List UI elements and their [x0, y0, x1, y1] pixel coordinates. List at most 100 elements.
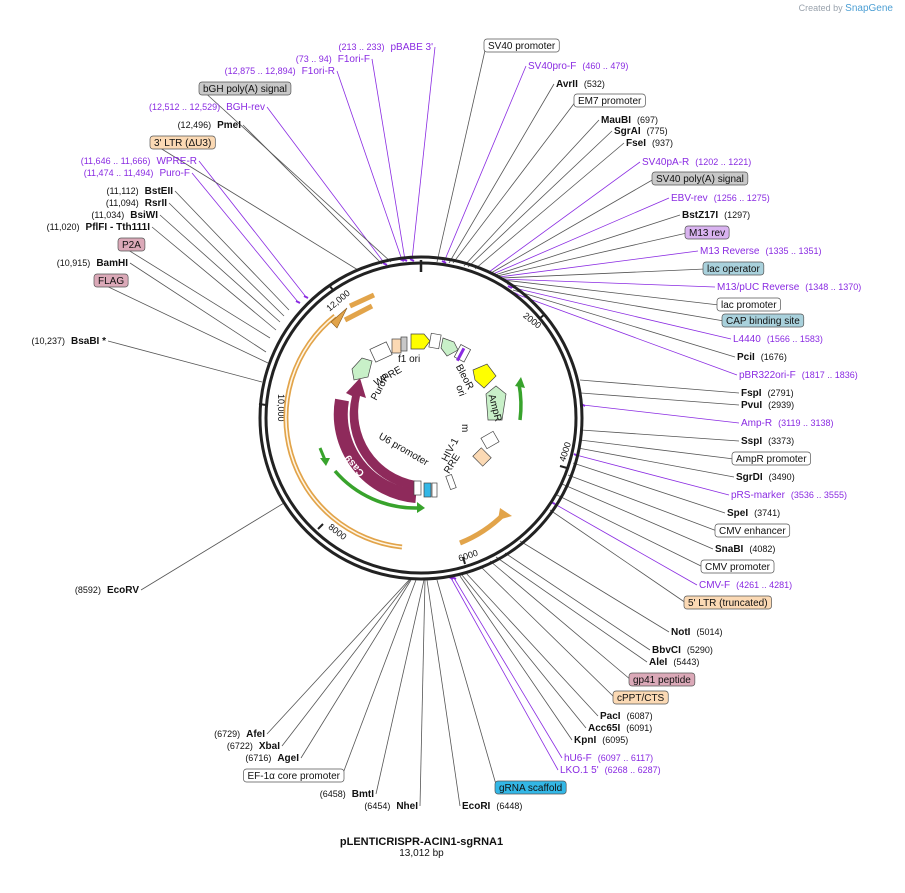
label-position-f1ori-r: (12,875 .. 12,894) [225, 66, 296, 76]
label-sv40-poly-a-signal[interactable]: SV40 poly(A) signal [651, 171, 749, 186]
leader-sv40-promoter [436, 45, 487, 263]
label-m13-reverse[interactable]: M13 Reverse (1335 .. 1351) [700, 246, 822, 257]
label-avrii[interactable]: AvrII (532) [556, 79, 605, 90]
label-prs-marker[interactable]: pRS-marker (3536 .. 3555) [731, 490, 847, 501]
label-position-amp-r: (3119 .. 3138) [778, 418, 833, 428]
label-position-noti: (5014) [696, 627, 722, 637]
label-bsiwi[interactable]: BsiWI (11,034) [91, 210, 158, 221]
label-name-m13-reverse: M13 Reverse [700, 246, 760, 257]
label-sspi[interactable]: SspI (3373) [741, 436, 794, 447]
label-position-fsei: (937) [652, 138, 673, 148]
label-ampr-promoter[interactable]: AmpR promoter [731, 451, 811, 466]
label-bsabi[interactable]: BsaBI * (10,237) [31, 336, 106, 347]
leader-spei [572, 462, 726, 514]
label-cmv-f[interactable]: CMV-F (4261 .. 4281) [699, 580, 792, 591]
label-bmti[interactable]: BmtI (6458) [320, 789, 374, 800]
label-pbr322ori-f[interactable]: pBR322ori-F (1817 .. 1836) [739, 370, 858, 381]
label-puro-f[interactable]: Puro-F (11,474 .. 11,494) [84, 168, 190, 179]
label-5-ltr-truncated[interactable]: 5' LTR (truncated) [683, 595, 772, 610]
label-name-ef-1-core-promoter: EF-1α core promoter [248, 771, 341, 782]
label-pvui[interactable]: PvuI (2939) [741, 400, 794, 411]
label-hu6-f[interactable]: hU6-F (6097 .. 6117) [564, 753, 653, 764]
label-grna-scaffold[interactable]: gRNA scaffold [494, 780, 567, 795]
leader-pflfi-tth111i [151, 226, 277, 331]
label-bstz17i[interactable]: BstZ17I (1297) [682, 210, 750, 221]
label-paci[interactable]: PacI (6087) [600, 711, 653, 722]
label-pbabe-3[interactable]: pBABE 3' (213 .. 233) [338, 42, 433, 53]
label-sv40pa-r[interactable]: SV40pA-R (1202 .. 1221) [642, 157, 751, 168]
label-ecori[interactable]: EcoRI (6448) [462, 801, 522, 812]
label-l4440[interactable]: L4440 (1566 .. 1583) [733, 334, 823, 345]
inner-label-wpre: WPRE [372, 364, 404, 389]
label-agei[interactable]: AgeI (6716) [245, 753, 299, 764]
label-m13-rev[interactable]: M13 rev [684, 225, 730, 240]
leader-hu6-f [453, 577, 563, 759]
leader-cap-binding-site [506, 283, 725, 322]
label-gp41-peptide[interactable]: gp41 peptide [628, 672, 696, 687]
label-alei[interactable]: AleI (5443) [649, 657, 699, 668]
leader-agei [300, 579, 412, 759]
label-fsei[interactable]: FseI (937) [626, 138, 673, 149]
label-pflfi-tth111i[interactable]: PflFI - Tth111I (11,020) [47, 222, 151, 233]
label-cap-binding-site[interactable]: CAP binding site [721, 313, 805, 328]
label-rsrii[interactable]: RsrII (11,094) [106, 198, 167, 209]
label-lac-operator[interactable]: lac operator [702, 261, 765, 276]
label-cmv-promoter[interactable]: CMV promoter [700, 559, 775, 574]
label-cmv-enhancer[interactable]: CMV enhancer [714, 523, 791, 538]
label-kpni[interactable]: KpnI (6095) [574, 735, 628, 746]
label-sv40pro-f[interactable]: SV40pro-F (460 .. 479) [528, 61, 628, 72]
label-pmei[interactable]: PmeI (12,496) [178, 120, 242, 131]
label-bsteii[interactable]: BstEII (11,112) [106, 186, 173, 197]
label-position-paci: (6087) [627, 711, 653, 721]
label-name-sv40-poly-a-signal: SV40 poly(A) signal [656, 174, 744, 185]
label-afei[interactable]: AfeI (6729) [214, 729, 265, 740]
label-bamhi[interactable]: BamHI (10,915) [57, 258, 128, 269]
label-noti[interactable]: NotI (5014) [671, 627, 722, 638]
ruler-tick-10000 [258, 403, 267, 406]
label-amp-r[interactable]: Amp-R (3119 .. 3138) [741, 418, 834, 429]
label-p2a[interactable]: P2A [117, 237, 146, 252]
label-position-lko-1-5: (6268 .. 6287) [605, 765, 661, 775]
label-f1ori-r[interactable]: F1ori-R (12,875 .. 12,894) [225, 66, 335, 77]
plasmid-name: pLENTICRISPR-ACIN1-sgRNA1 [339, 836, 504, 848]
label-bgh-rev[interactable]: BGH-rev (12,512 .. 12,529) [149, 102, 265, 113]
label-m13-puc-reverse[interactable]: M13/pUC Reverse (1348 .. 1370) [717, 282, 861, 293]
inner-features: Cas9 [333, 332, 507, 503]
label-name-sgrai: SgrAI [614, 126, 641, 137]
label-bgh-poly-a-signal[interactable]: bGH poly(A) signal [198, 81, 292, 96]
label-sgrdi[interactable]: SgrDI (3490) [736, 472, 795, 483]
label-bbvci[interactable]: BbvCI (5290) [652, 645, 713, 656]
label-pcii[interactable]: PciI (1676) [737, 352, 787, 363]
label-name-bamhi: BamHI [96, 258, 128, 269]
label-ebv-rev[interactable]: EBV-rev (1256 .. 1275) [671, 193, 770, 204]
label-box-grna-scaffold [494, 780, 567, 795]
label-nhei[interactable]: NheI (6454) [364, 801, 418, 812]
label-em7-promoter[interactable]: EM7 promoter [573, 93, 646, 108]
label-name-pbr322ori-f: pBR322ori-F [739, 370, 796, 381]
label-name-lac-operator: lac operator [707, 264, 760, 275]
label-position-prs-marker: (3536 .. 3555) [791, 490, 847, 500]
leader-m13-reverse [498, 250, 699, 278]
label-box-3-ltr-u3 [149, 135, 216, 150]
label-fspi[interactable]: FspI (2791) [741, 388, 794, 399]
label-maubi[interactable]: MauBI (697) [601, 115, 658, 126]
label-f1ori-f[interactable]: F1ori-F (73 .. 94) [296, 54, 370, 65]
label-flag[interactable]: FLAG [93, 273, 129, 288]
label-spei[interactable]: SpeI (3741) [727, 508, 780, 519]
label-sgrai[interactable]: SgrAI (775) [614, 126, 668, 137]
label-sv40-promoter[interactable]: SV40 promoter [483, 38, 560, 53]
label-wpre-r[interactable]: WPRE-R (11,646 .. 11,666) [81, 156, 197, 167]
cas9-arc-body [333, 398, 417, 503]
label-snabi[interactable]: SnaBI (4082) [715, 544, 775, 555]
label-ecorv[interactable]: EcoRV (8592) [75, 585, 139, 596]
label-lac-promoter[interactable]: lac promoter [716, 297, 781, 312]
label-ef-1-core-promoter[interactable]: EF-1α core promoter [243, 768, 345, 783]
label-lko-1-5[interactable]: LKO.1 5' (6268 .. 6287) [560, 765, 661, 776]
label-xbai[interactable]: XbaI (6722) [227, 741, 280, 752]
label-acc65i[interactable]: Acc65I (6091) [588, 723, 652, 734]
label-cppt-cts[interactable]: cPPT/CTS [612, 690, 669, 705]
label-name-cmv-enhancer: CMV enhancer [719, 526, 786, 537]
label-3-ltr-u3[interactable]: 3' LTR (ΔU3) [149, 135, 216, 150]
leader-cmv-f [552, 502, 698, 586]
label-name-paci: PacI [600, 711, 621, 722]
